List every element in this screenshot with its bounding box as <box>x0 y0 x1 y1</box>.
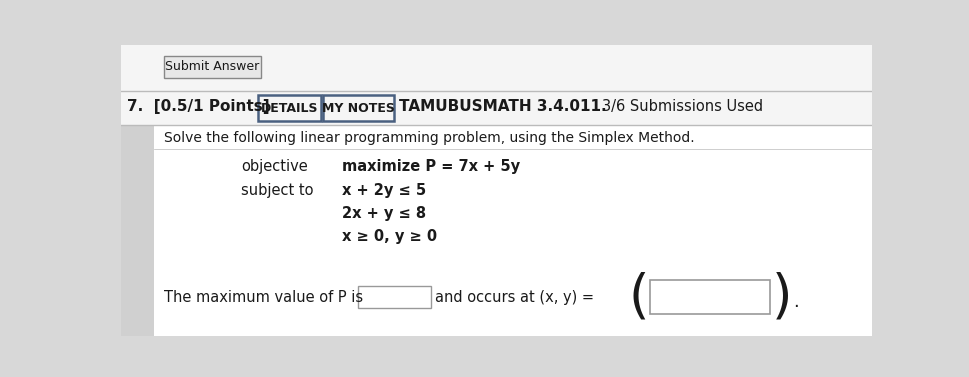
Text: maximize P = 7x + 5y: maximize P = 7x + 5y <box>342 159 520 174</box>
Text: (: ( <box>629 271 649 323</box>
Text: The maximum value of P is: The maximum value of P is <box>164 290 362 305</box>
FancyBboxPatch shape <box>258 95 321 121</box>
FancyBboxPatch shape <box>121 45 872 336</box>
Text: 2x + y ≤ 8: 2x + y ≤ 8 <box>342 206 426 221</box>
FancyBboxPatch shape <box>121 124 154 336</box>
Text: ): ) <box>772 271 793 323</box>
FancyBboxPatch shape <box>121 91 872 121</box>
FancyBboxPatch shape <box>358 286 431 308</box>
Text: Solve the following linear programming problem, using the Simplex Method.: Solve the following linear programming p… <box>164 131 695 145</box>
Text: and occurs at (x, y) =: and occurs at (x, y) = <box>435 290 594 305</box>
Text: subject to: subject to <box>241 183 314 198</box>
Text: .: . <box>793 293 798 311</box>
Text: 3/6 Submissions Used: 3/6 Submissions Used <box>602 98 763 113</box>
Text: objective: objective <box>241 159 308 174</box>
Text: x + 2y ≤ 5: x + 2y ≤ 5 <box>342 183 426 198</box>
Text: 7.  [0.5/1 Points]: 7. [0.5/1 Points] <box>127 98 270 113</box>
Text: x ≥ 0, y ≥ 0: x ≥ 0, y ≥ 0 <box>342 230 437 244</box>
Text: DETAILS: DETAILS <box>261 102 318 115</box>
Text: Submit Answer: Submit Answer <box>165 60 260 73</box>
FancyBboxPatch shape <box>154 124 872 336</box>
Text: MY NOTES: MY NOTES <box>322 102 394 115</box>
FancyBboxPatch shape <box>649 280 769 314</box>
FancyBboxPatch shape <box>164 56 261 78</box>
FancyBboxPatch shape <box>323 95 394 121</box>
Text: TAMUBUSMATH 3.4.011.: TAMUBUSMATH 3.4.011. <box>398 98 607 113</box>
